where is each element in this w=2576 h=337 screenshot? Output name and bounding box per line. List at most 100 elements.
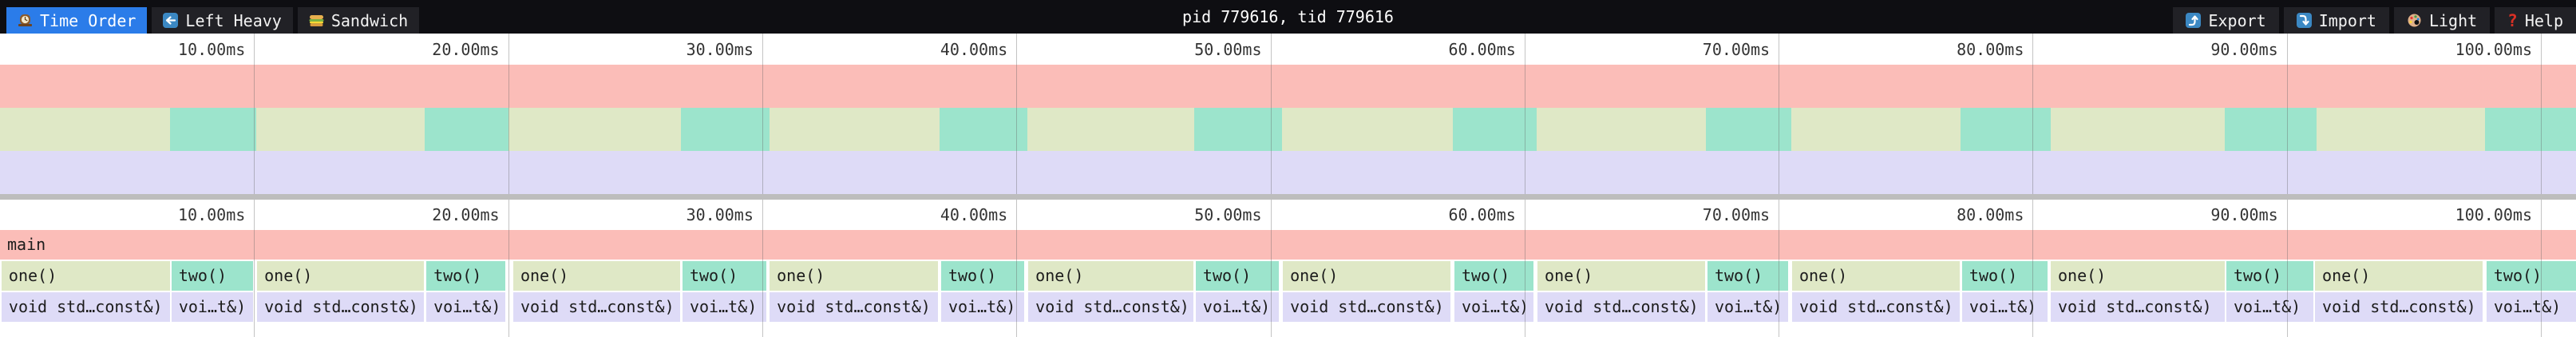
flame-frame[interactable]: one() <box>512 261 681 291</box>
flame-frame[interactable]: void std…const&) <box>770 292 938 322</box>
flame-frame[interactable]: void std…const&) <box>1 292 170 322</box>
flame-frame[interactable]: void std…const&) <box>2315 292 2483 322</box>
left-arrow-icon <box>163 13 179 28</box>
flame-frame[interactable]: voi…t&) <box>1195 292 1279 322</box>
help-button[interactable]: ? Help <box>2495 7 2576 34</box>
flame-frame[interactable]: one() <box>1028 261 1194 291</box>
ruler-tick-label: 40.00ms <box>940 39 1008 59</box>
ruler-tick-label: 20.00ms <box>432 39 500 59</box>
minimap-two-block <box>1452 108 1537 151</box>
minimap-two-block <box>1193 108 1282 151</box>
flame-frame[interactable]: one() <box>1537 261 1706 291</box>
minimap-two-block <box>939 108 1028 151</box>
help-icon: ? <box>2507 10 2518 30</box>
flame-frame[interactable]: two() <box>1707 261 1788 291</box>
tab-time-order[interactable]: Time Order <box>6 7 148 34</box>
flame-frame[interactable]: one() <box>770 261 938 291</box>
minimap-two-block <box>1960 108 2051 151</box>
flame-frame[interactable]: one() <box>1283 261 1450 291</box>
export-icon <box>2186 13 2202 28</box>
flamechart-view[interactable]: 10.00ms 20.00ms 30.00ms 40.00ms 50.00ms 60.00… <box>0 200 2576 337</box>
flame-frame[interactable]: two() <box>1454 261 1533 291</box>
flame-frame[interactable]: voi…t&) <box>1707 292 1788 322</box>
action-label: Light <box>2428 10 2478 30</box>
minimap-row-depth2[interactable] <box>0 151 2576 194</box>
flame-frame[interactable]: voi…t&) <box>171 292 254 322</box>
palette-icon <box>2407 13 2422 28</box>
theme-button[interactable]: Light <box>2393 7 2491 34</box>
tab-label: Left Heavy <box>185 10 282 30</box>
flame-frame[interactable]: voi…t&) <box>940 292 1025 322</box>
ruler-tick-label: 80.00ms <box>1957 39 2024 59</box>
tab-sandwich[interactable]: Sandwich <box>297 7 420 34</box>
tab-label: Time Order <box>40 10 137 30</box>
flame-frame[interactable]: voi…t&) <box>682 292 766 322</box>
toolbar: Time Order Left Heavy Sandwich pid 779616,… <box>0 0 2576 34</box>
sandwich-icon <box>309 13 324 28</box>
minimap-two-block <box>2224 108 2317 151</box>
ruler-tick-label: 100.00ms <box>2455 39 2532 59</box>
flamechart-frames: main one() two() one() two() one() two() one() t… <box>0 230 2576 337</box>
minimap-two-block <box>2484 108 2576 151</box>
minimap-two-block <box>425 108 509 151</box>
ruler-tick-label: 80.00ms <box>1957 205 2024 224</box>
flame-frame[interactable]: void std…const&) <box>2050 292 2226 322</box>
flame-frame[interactable]: voi…t&) <box>1454 292 1533 322</box>
ruler-tick-label: 50.00ms <box>1194 39 1262 59</box>
ruler-tick-label: 60.00ms <box>1448 205 1516 224</box>
flame-frame[interactable]: two() <box>426 261 506 291</box>
flame-frame[interactable]: one() <box>1 261 170 291</box>
import-button[interactable]: Import <box>2283 7 2389 34</box>
flame-frame[interactable]: one() <box>1791 261 1961 291</box>
flame-frame[interactable]: voi…t&) <box>2226 292 2314 322</box>
flame-frame[interactable]: two() <box>1195 261 1279 291</box>
minimap-row-main[interactable] <box>0 65 2576 108</box>
flame-frame[interactable]: void std…const&) <box>1791 292 1961 322</box>
ruler-tick-label: 10.00ms <box>178 39 246 59</box>
flame-frame[interactable]: main <box>0 230 2576 260</box>
flame-frame[interactable]: one() <box>2050 261 2226 291</box>
flame-frame[interactable]: two() <box>1961 261 2048 291</box>
flamechart-ruler: 10.00ms 20.00ms 30.00ms 40.00ms 50.00ms 60.00… <box>0 200 2576 230</box>
clock-icon <box>18 13 33 28</box>
ruler-tick-label: 40.00ms <box>940 205 1008 224</box>
action-label: Import <box>2318 10 2376 30</box>
tab-label: Sandwich <box>330 10 409 30</box>
ruler-tick-label: 30.00ms <box>686 205 754 224</box>
import-icon <box>2296 13 2312 28</box>
flame-frame[interactable]: two() <box>2486 261 2576 291</box>
ruler-tick-label: 90.00ms <box>2210 39 2278 59</box>
ruler-tick-label: 70.00ms <box>1702 205 1771 224</box>
ruler-tick-label: 90.00ms <box>2210 205 2278 224</box>
action-label: Help <box>2524 10 2563 30</box>
flame-frame[interactable]: one() <box>257 261 424 291</box>
flame-frame[interactable]: void std…const&) <box>512 292 681 322</box>
toolbar-actions: Export Import Light? Help <box>2173 7 2576 34</box>
export-button[interactable]: Export <box>2173 7 2279 34</box>
tab-left-heavy[interactable]: Left Heavy <box>152 7 293 34</box>
flame-frame[interactable]: voi…t&) <box>2486 292 2576 322</box>
flame-frame[interactable]: voi…t&) <box>1961 292 2048 322</box>
flame-frame[interactable]: two() <box>940 261 1025 291</box>
flame-frame[interactable]: one() <box>2315 261 2483 291</box>
minimap[interactable]: 10.00ms 20.00ms 30.00ms 40.00ms 50.00ms 60.00… <box>0 34 2576 194</box>
ruler-tick-label: 100.00ms <box>2455 205 2532 224</box>
minimap-resize-divider[interactable] <box>0 194 2576 200</box>
minimap-two-block <box>169 108 257 151</box>
flame-frame[interactable]: void std…const&) <box>1537 292 1706 322</box>
flame-frame[interactable]: void std…const&) <box>1283 292 1450 322</box>
flame-frame[interactable]: two() <box>171 261 254 291</box>
ruler-tick-label: 60.00ms <box>1448 39 1516 59</box>
flame-frame[interactable]: two() <box>2226 261 2314 291</box>
flame-frame[interactable]: void std…const&) <box>257 292 424 322</box>
minimap-row-depth1[interactable] <box>0 108 2576 151</box>
minimap-two-block <box>680 108 770 151</box>
flame-frame[interactable]: void std…const&) <box>1028 292 1194 322</box>
minimap-ruler: 10.00ms 20.00ms 30.00ms 40.00ms 50.00ms 60.00… <box>0 34 2576 65</box>
minimap-two-block <box>1705 108 1791 151</box>
flame-frame[interactable]: two() <box>682 261 766 291</box>
action-label: Export <box>2208 10 2266 30</box>
ruler-tick-label: 30.00ms <box>686 39 754 59</box>
flame-frame[interactable]: voi…t&) <box>426 292 506 322</box>
